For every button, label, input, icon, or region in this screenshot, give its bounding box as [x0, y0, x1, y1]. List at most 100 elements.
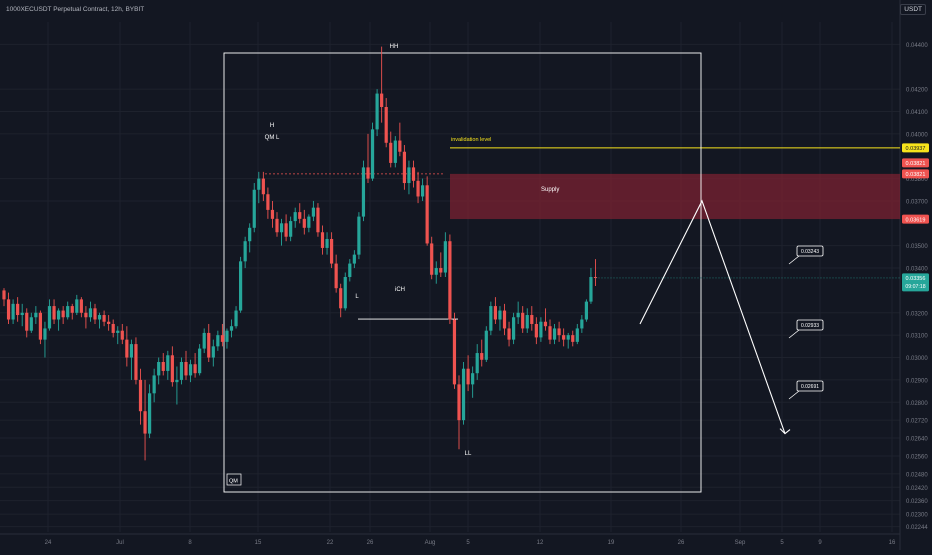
- y-tick-label: 0.02420: [906, 486, 928, 492]
- candle-body: [216, 335, 220, 347]
- candle-body: [416, 180, 420, 197]
- candle-body: [530, 315, 534, 324]
- candle-body: [47, 306, 52, 329]
- candle-body: [471, 373, 475, 385]
- candle-body: [584, 301, 588, 320]
- candle-body: [234, 310, 238, 327]
- candle-body: [25, 312, 29, 331]
- candle-body: [220, 335, 224, 342]
- qm-box: [223, 52, 702, 493]
- x-tick-label: 5: [780, 540, 784, 546]
- candle-body: [93, 308, 97, 320]
- candle-body: [129, 344, 133, 358]
- candle-body: [75, 299, 79, 313]
- x-tick-label: 22: [327, 540, 334, 546]
- candle-body: [179, 362, 184, 380]
- candle-body: [311, 207, 315, 217]
- last-price-countdown: 09:07:18: [905, 284, 925, 290]
- currency-button[interactable]: USDT: [900, 4, 926, 15]
- candle-body: [175, 379, 179, 383]
- x-tick-label: 9: [818, 540, 822, 546]
- y-tick-label: 0.04000: [906, 132, 928, 138]
- candle-body: [284, 223, 288, 237]
- y-tick-label: 0.04400: [906, 43, 928, 49]
- price-tag-label: 0.03821: [906, 172, 926, 178]
- y-tick-label: 0.03500: [906, 244, 928, 250]
- qml-label: QM L: [265, 135, 280, 141]
- y-tick-label: 0.02800: [906, 401, 928, 407]
- candle-body: [543, 321, 548, 327]
- candle-body: [38, 312, 42, 340]
- x-tick-label: 12: [537, 540, 544, 546]
- projection-arrowhead: [779, 428, 791, 435]
- y-tick-label: 0.02640: [906, 437, 928, 443]
- ich-label: iCH: [395, 287, 405, 293]
- y-tick-label: 0.02720: [906, 419, 928, 425]
- candle-body: [452, 319, 457, 385]
- candle-body: [107, 321, 111, 324]
- candle-body: [79, 299, 83, 313]
- candle-body: [521, 312, 525, 329]
- target-label: 0.02691: [801, 384, 819, 390]
- candle-body: [125, 339, 129, 358]
- candle-body: [148, 393, 152, 434]
- invalidation-label: invalidation level: [451, 137, 491, 143]
- candle-body: [493, 306, 497, 320]
- y-tick-label: 0.03700: [906, 199, 928, 205]
- candle-body: [525, 315, 529, 329]
- candle-body: [138, 379, 143, 412]
- candle-body: [361, 167, 366, 217]
- candle-body: [34, 312, 38, 318]
- supply-zone: [450, 173, 900, 220]
- x-tick-label: Jul: [116, 540, 124, 546]
- candle-body: [466, 368, 470, 385]
- y-tick-label: 0.02300: [906, 513, 928, 519]
- candle-body: [557, 328, 561, 336]
- x-tick-label: 5: [466, 540, 470, 546]
- candle-body: [134, 344, 138, 380]
- y-tick-label: 0.03100: [906, 334, 928, 340]
- candle-body: [57, 310, 61, 320]
- candle-body: [393, 140, 397, 163]
- candle-body: [475, 353, 479, 374]
- y-tick-label: 0.02480: [906, 472, 928, 478]
- candle-body: [239, 261, 243, 311]
- candle-body: [243, 241, 247, 262]
- target-label: 0.03243: [801, 249, 819, 255]
- candle-body: [84, 312, 88, 318]
- candle-body: [70, 306, 74, 313]
- candle-body: [507, 328, 511, 340]
- candle-body: [357, 216, 361, 255]
- ll-label: LL: [465, 451, 472, 457]
- candle-body: [325, 238, 329, 248]
- chart-title: 1000XECUSDT Perpetual Contract, 12h, BYB…: [6, 6, 145, 13]
- candle-body: [575, 328, 579, 342]
- candle-body: [498, 310, 502, 320]
- candle-body: [502, 310, 507, 329]
- y-tick-label: 0.03400: [906, 267, 928, 273]
- candle-body: [593, 277, 598, 278]
- candle-body: [2, 290, 6, 300]
- candle-body: [16, 303, 20, 316]
- candle-body: [270, 209, 275, 219]
- candle-body: [352, 254, 356, 264]
- target-box: [796, 319, 824, 331]
- candle-body: [6, 299, 11, 320]
- candle-body: [484, 330, 488, 360]
- candle-body: [88, 308, 93, 318]
- y-tick-label: 0.02360: [906, 499, 928, 505]
- candle-body: [116, 330, 120, 333]
- candle-body: [330, 238, 334, 264]
- candle-body: [43, 328, 47, 340]
- candle-body: [489, 306, 493, 331]
- x-tick-label: 15: [255, 540, 262, 546]
- supply-label: Supply: [541, 187, 559, 193]
- x-tick-label: 26: [678, 540, 685, 546]
- candle-body: [552, 328, 557, 340]
- candle-body: [380, 93, 384, 107]
- candle-body: [202, 332, 206, 349]
- candle-body: [370, 129, 375, 179]
- price-tag-label: 0.03619: [906, 217, 926, 223]
